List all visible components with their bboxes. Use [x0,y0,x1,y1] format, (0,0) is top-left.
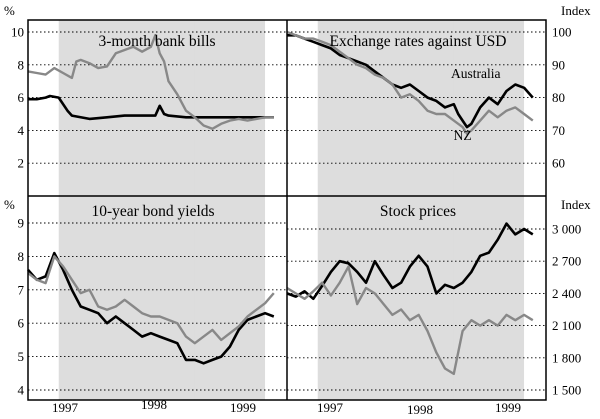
y-tick-label: 6 [18,90,25,105]
unit-label: % [4,197,15,212]
chart-panel: 2 4 6 8 10% 3-month bank bills [4,3,287,196]
shaded-period [317,20,525,196]
series-annotation: Australia [451,66,501,81]
shaded-period [453,196,481,400]
x-axis-label: 1998 [407,402,433,417]
y-tick-label: 6 [18,316,25,331]
australia-series-line [28,94,274,121]
x-axis-label: 1998 [141,397,167,412]
x-axis-label: 1999 [495,400,521,415]
nz-series-line [286,30,534,135]
y-tick-label: 2 100 [552,318,581,333]
y-tick-label: 8 [18,249,25,264]
shaded-period [317,196,525,400]
chart-panel: 1 500 1 800 2 100 2 400 2 700 3 000 Index Stock… [286,196,591,400]
nz-series-line [286,265,534,376]
y-tick-label: 1 500 [552,383,581,398]
y-tick-label: 9 [18,216,25,231]
y-tick-label: 2 [18,156,25,171]
y-tick-label: 90 [552,57,565,72]
x-axis-label: 1997 [52,400,79,415]
chart-panel: 4 5 6 7 8 9% 10-year bond yields [4,196,287,400]
panel-title: 3-month bank bills [98,33,215,50]
australia-series-line [287,33,534,129]
y-tick-label: 100 [552,25,572,40]
panel-title: Stock prices [380,203,456,220]
y-tick-label: 8 [18,57,25,72]
unit-label: Index [561,197,591,212]
shaded-period [58,196,266,400]
y-tick-label: 2 400 [552,286,581,301]
series-annotation: NZ [454,128,472,143]
y-tick-label: 4 [18,383,25,398]
y-tick-label: 10 [11,25,24,40]
y-tick-label: 4 [18,123,25,138]
y-tick-label: 60 [552,156,565,171]
y-tick-label: 3 000 [552,222,581,237]
x-axis-label: 1999 [230,400,256,415]
unit-label: Index [561,3,591,18]
y-tick-label: 5 [18,349,25,364]
nz-series-line [27,255,275,345]
shaded-period [453,20,481,196]
shaded-period [194,196,222,400]
y-tick-label: 2 700 [552,254,581,269]
panel-title: Exchange rates against USD [330,33,507,50]
australia-series-line [27,251,275,365]
x-axis-label: 1997 [317,400,344,415]
y-tick-label: 1 800 [552,350,581,365]
australia-series-line [286,222,534,301]
y-tick-label: 70 [552,123,565,138]
chart-panel: 60 70 80 90 100 Index Exchange rates against U… [286,3,591,196]
unit-label: % [4,3,15,18]
nz-series-line [27,34,274,131]
y-tick-label: 80 [552,90,565,105]
panel-title: 10-year bond yields [91,203,214,220]
shaded-period [194,20,222,196]
y-tick-label: 7 [18,282,25,297]
